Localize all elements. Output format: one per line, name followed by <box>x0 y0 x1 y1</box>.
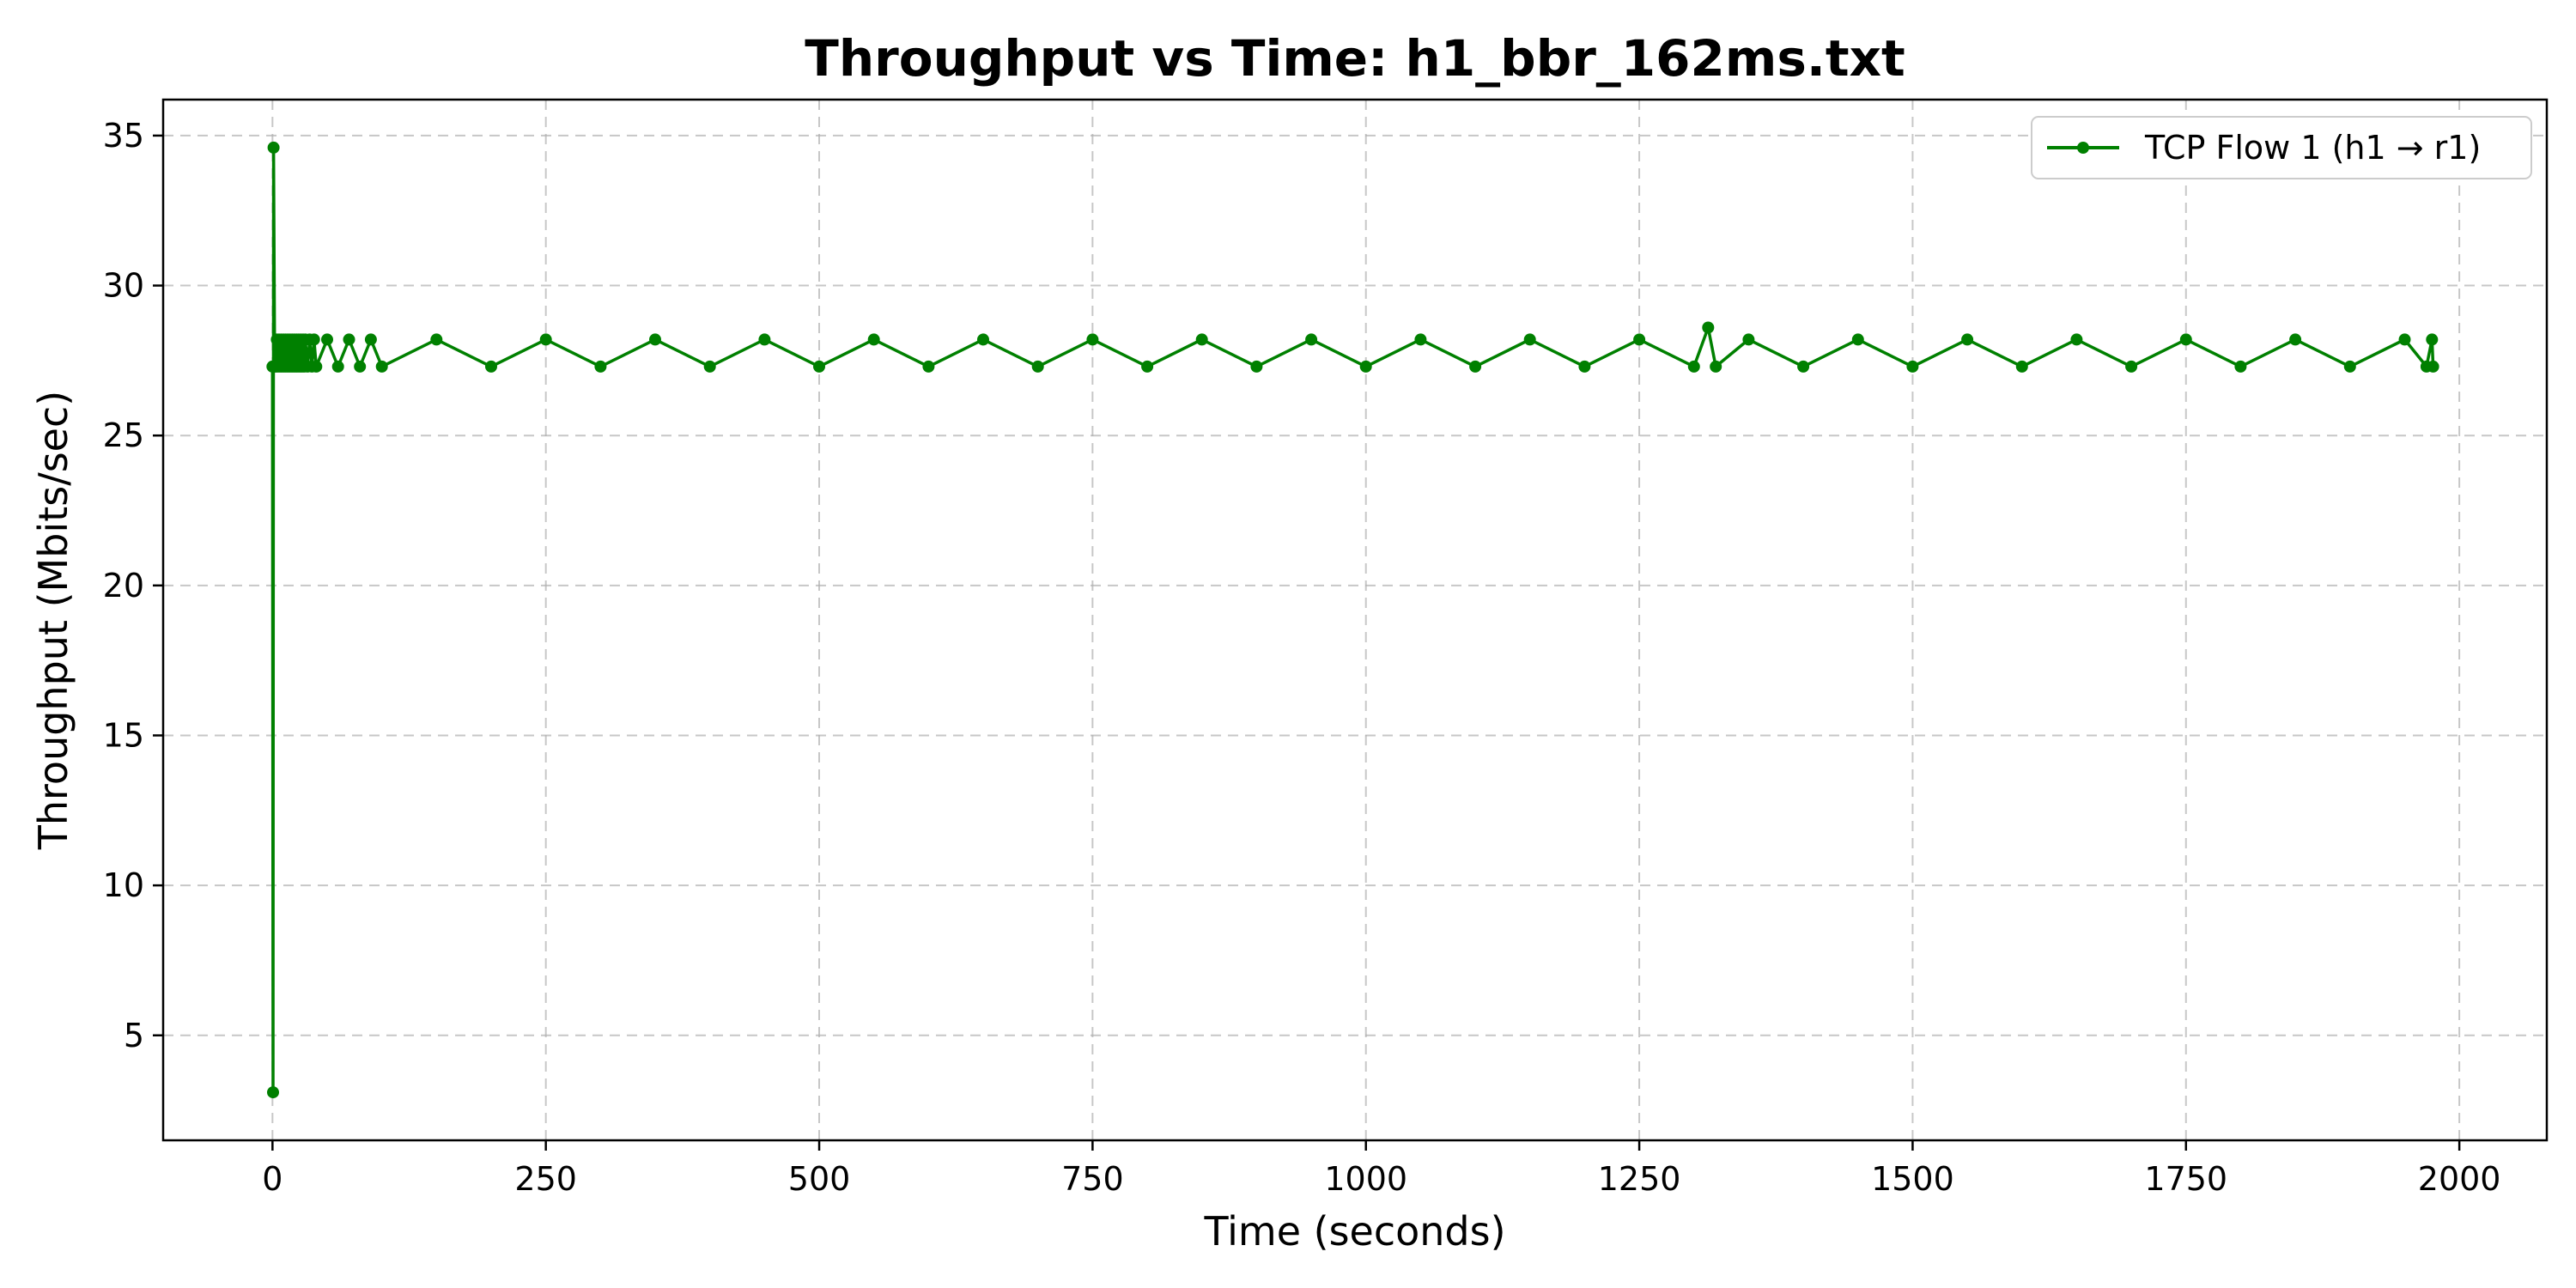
data-point <box>1359 360 1372 373</box>
data-point <box>354 360 367 373</box>
data-point <box>375 360 388 373</box>
data-point <box>813 360 825 373</box>
data-point <box>310 360 323 373</box>
data-point <box>1305 333 1318 346</box>
data-point <box>1250 360 1263 373</box>
data-point <box>1086 333 1099 346</box>
data-point <box>1141 360 1154 373</box>
y-tick-label: 20 <box>103 567 144 605</box>
x-axis-label: Time (seconds) <box>1203 1208 1505 1255</box>
x-tick-label: 1750 <box>2144 1160 2227 1198</box>
legend: TCP Flow 1 (h1 → r1) <box>2031 116 2532 179</box>
data-point <box>703 360 716 373</box>
data-point <box>2289 333 2302 346</box>
data-point <box>1797 360 1810 373</box>
series-layer <box>266 141 2439 1099</box>
x-tick-label: 750 <box>1061 1160 1124 1198</box>
grid-layer <box>163 100 2547 1140</box>
data-point <box>922 360 935 373</box>
data-point <box>1702 321 1715 334</box>
data-point <box>977 333 989 346</box>
data-point <box>364 333 377 346</box>
data-point <box>2070 333 2083 346</box>
data-point <box>1851 333 1864 346</box>
x-tick-label: 500 <box>788 1160 851 1198</box>
data-point <box>2398 333 2411 346</box>
data-point <box>649 333 661 346</box>
legend-label: TCP Flow 1 (h1 → r1) <box>2144 129 2481 167</box>
y-tick-label: 25 <box>103 416 144 454</box>
x-tick-label: 1250 <box>1598 1160 1681 1198</box>
x-tick-label: 1500 <box>1871 1160 1954 1198</box>
data-point <box>1906 360 1919 373</box>
data-point <box>2015 360 2028 373</box>
data-point <box>758 333 771 346</box>
data-point <box>2343 360 2356 373</box>
axis-layer: 0 250 500 750 1000 1250 1500 1750 2000 5 10 15 20 25 3… <box>103 117 2501 1198</box>
x-tick-label: 250 <box>514 1160 577 1198</box>
data-point <box>1742 333 1755 346</box>
data-point <box>2426 333 2439 346</box>
legend-box <box>2031 116 2532 179</box>
data-point <box>867 333 880 346</box>
data-point <box>1961 333 1974 346</box>
data-point <box>485 360 497 373</box>
data-point <box>1195 333 1208 346</box>
y-tick-label: 15 <box>103 716 144 754</box>
data-point <box>1687 360 1700 373</box>
data-point <box>2125 360 2138 373</box>
y-tick-label: 10 <box>103 866 144 904</box>
y-tick-label: 35 <box>103 117 144 155</box>
data-point <box>2179 333 2192 346</box>
data-point <box>2427 360 2439 373</box>
data-point <box>1710 360 1722 373</box>
data-point <box>321 333 333 346</box>
x-tick-label: 2000 <box>2418 1160 2501 1198</box>
y-tick-label: 5 <box>124 1017 144 1054</box>
x-tick-label: 0 <box>262 1160 283 1198</box>
y-tick-label: 30 <box>103 267 144 305</box>
x-tick-label: 1000 <box>1324 1160 1407 1198</box>
chart-title: Throughput vs Time: h1_bbr_162ms.txt <box>805 29 1905 88</box>
data-point <box>1523 333 1536 346</box>
data-point <box>1414 333 1427 346</box>
data-point <box>430 333 443 346</box>
data-point <box>267 141 280 154</box>
data-point <box>1469 360 1482 373</box>
y-axis-label: Throughput (Mbits/sec) <box>30 391 76 850</box>
series-line <box>270 146 2435 1094</box>
data-point <box>2234 360 2247 373</box>
legend-marker-swatch <box>2077 142 2089 154</box>
data-point <box>343 333 355 346</box>
data-point <box>307 333 320 346</box>
data-point <box>539 333 552 346</box>
data-point <box>1578 360 1591 373</box>
data-point <box>1633 333 1646 346</box>
data-point <box>1031 360 1044 373</box>
plot-frame <box>161 98 2549 1142</box>
data-point <box>331 360 344 373</box>
data-point <box>267 1086 279 1099</box>
data-point <box>594 360 607 373</box>
